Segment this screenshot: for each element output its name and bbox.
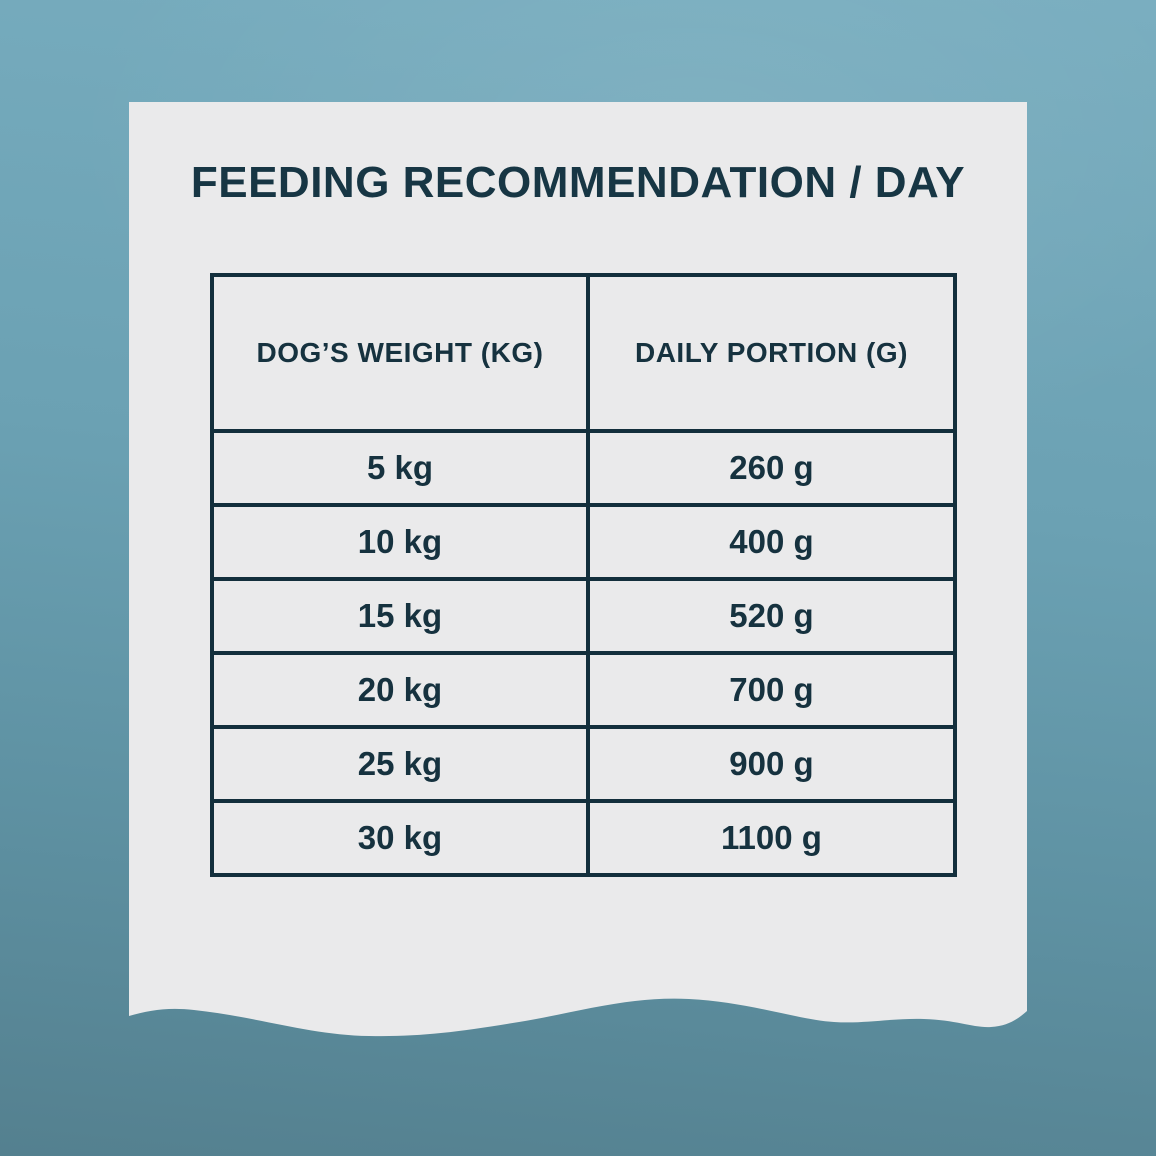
- table-row: 10 kg 400 g: [210, 503, 958, 581]
- table-header-row: DOG’S WEIGHT (KG) DAILY PORTION (G): [210, 273, 958, 433]
- weight-cell: 10 kg: [210, 503, 590, 581]
- table-row: 30 kg 1100 g: [210, 799, 958, 877]
- weight-cell: 30 kg: [210, 799, 590, 877]
- header-daily-portion: DAILY PORTION (G): [585, 273, 958, 433]
- page-title: FEEDING RECOMMENDATION / DAY: [190, 158, 966, 207]
- table-row: 5 kg 260 g: [210, 429, 958, 507]
- table-row: 25 kg 900 g: [210, 725, 958, 803]
- weight-cell: 5 kg: [210, 429, 590, 507]
- portion-cell: 1100 g: [585, 799, 958, 877]
- portion-cell: 520 g: [585, 577, 958, 655]
- portion-cell: 900 g: [585, 725, 958, 803]
- paper-label: FEEDING RECOMMENDATION / DAY DOG’S WEIGH…: [129, 102, 1027, 1042]
- table-row: 20 kg 700 g: [210, 651, 958, 729]
- weight-cell: 15 kg: [210, 577, 590, 655]
- feeding-table: DOG’S WEIGHT (KG) DAILY PORTION (G) 5 kg…: [210, 273, 958, 877]
- header-dogs-weight: DOG’S WEIGHT (KG): [210, 273, 590, 433]
- portion-cell: 400 g: [585, 503, 958, 581]
- table-row: 15 kg 520 g: [210, 577, 958, 655]
- portion-cell: 260 g: [585, 429, 958, 507]
- label-content: FEEDING RECOMMENDATION / DAY DOG’S WEIGH…: [129, 102, 1027, 1042]
- weight-cell: 25 kg: [210, 725, 590, 803]
- portion-cell: 700 g: [585, 651, 958, 729]
- weight-cell: 20 kg: [210, 651, 590, 729]
